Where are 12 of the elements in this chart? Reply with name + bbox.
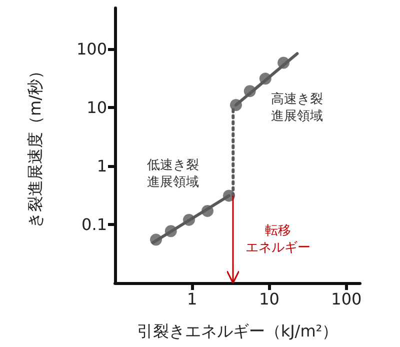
x-tick-label: 1 — [187, 290, 198, 308]
y-axis-title: き裂進展速度（m/秒） — [26, 63, 44, 228]
x-axis-title: 引裂きエネルギー（kJ/m²） — [136, 322, 338, 340]
x-tick-label: 10 — [259, 290, 280, 308]
y-tick-label: 10 — [86, 98, 107, 117]
ref-line-label: 転移エネルギー — [246, 223, 311, 256]
annotation: 高速き裂進展領域 — [271, 91, 323, 124]
annotation: 低速き裂進展領域 — [147, 158, 199, 190]
y-tick-label: 1 — [96, 156, 107, 176]
y-tick-label: 100 — [76, 39, 107, 58]
x-tick-label: 100 — [331, 290, 362, 308]
y-tick-label: 0.1 — [82, 214, 107, 234]
